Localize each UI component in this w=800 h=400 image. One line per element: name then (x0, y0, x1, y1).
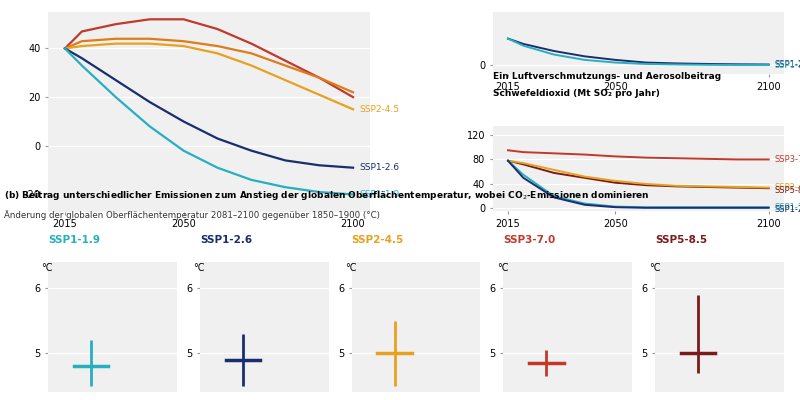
Text: SSP1-2.6: SSP1-2.6 (360, 163, 400, 172)
Text: SSP1-2.6: SSP1-2.6 (775, 60, 800, 69)
Text: SSP5-8.5: SSP5-8.5 (655, 234, 707, 244)
Text: °C: °C (42, 263, 53, 273)
Text: Ein Luftverschmutzungs- und Aerosolbeitrag: Ein Luftverschmutzungs- und Aerosolbeitr… (493, 72, 721, 81)
Text: SSP1-1.9: SSP1-1.9 (48, 234, 100, 244)
Text: SSP2-4.5: SSP2-4.5 (352, 234, 404, 244)
Text: Änderung der globalen Oberflächentemperatur 2081–2100 gegenüber 1850–1900 (°C): Änderung der globalen Oberflächentempera… (4, 210, 380, 220)
Text: Schwefeldioxid (Mt SO₂ pro Jahr): Schwefeldioxid (Mt SO₂ pro Jahr) (493, 89, 659, 98)
Text: SSP5-8.5: SSP5-8.5 (775, 186, 800, 195)
Text: SSP1-1.9: SSP1-1.9 (775, 60, 800, 70)
Text: SSP2-4.5: SSP2-4.5 (360, 105, 400, 114)
Text: °C: °C (649, 263, 660, 273)
Text: SSP1-2.6: SSP1-2.6 (200, 234, 252, 244)
Text: °C: °C (346, 263, 357, 273)
Text: SSP2-4.5: SSP2-4.5 (775, 183, 800, 192)
Text: °C: °C (497, 263, 509, 273)
Text: SSP1-2.6: SSP1-2.6 (775, 205, 800, 214)
Text: °C: °C (194, 263, 205, 273)
Text: SSP3-7.0: SSP3-7.0 (503, 234, 556, 244)
Text: SSP1-1.9: SSP1-1.9 (360, 190, 400, 199)
Text: (b) Beitrag unterschiedlicher Emissionen zum Anstieg der globalen Oberflächentem: (b) Beitrag unterschiedlicher Emissionen… (4, 189, 650, 202)
Text: SSP1-1.9: SSP1-1.9 (775, 203, 800, 212)
Text: SSP3-7.0: SSP3-7.0 (775, 155, 800, 164)
